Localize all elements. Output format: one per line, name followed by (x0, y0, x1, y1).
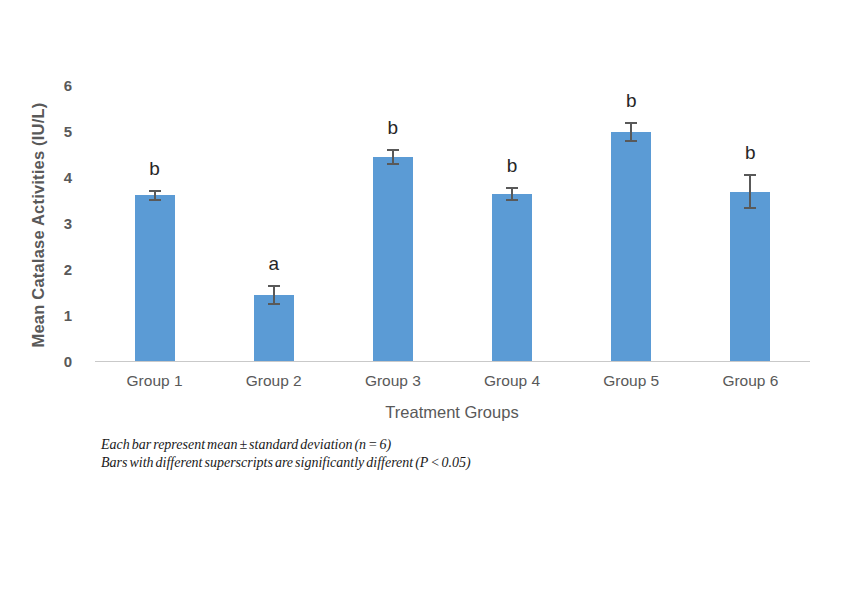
caption-line-2: Bars with different superscripts are sig… (101, 454, 471, 472)
bar-5 (611, 132, 651, 362)
superscript-label-5: b (619, 90, 643, 112)
caption-line-1: Each bar represent mean ± standard devia… (101, 436, 471, 454)
y-tick-label: 5 (40, 122, 72, 142)
error-bar-stem (749, 174, 751, 209)
error-bar-stem (154, 190, 156, 202)
bar-6 (730, 192, 770, 362)
y-tick-label: 4 (40, 168, 72, 188)
bar-1 (135, 195, 175, 362)
x-tick-label-5: Group 5 (576, 372, 686, 390)
error-bar-stem (630, 122, 632, 141)
bar-3 (373, 157, 413, 362)
x-tick-label-6: Group 6 (695, 372, 805, 390)
error-bar-5 (625, 122, 637, 141)
error-bar-stem (511, 187, 513, 202)
error-bar-4 (506, 187, 518, 202)
error-bar-3 (387, 149, 399, 165)
y-tick-label: 1 (40, 306, 72, 326)
superscript-label-2: a (262, 253, 286, 275)
superscript-label-4: b (500, 155, 524, 177)
chart-canvas: Mean Catalase Activities (IU/L) babbbb T… (0, 0, 846, 589)
error-bar-1 (149, 190, 161, 202)
x-tick-label-4: Group 4 (457, 372, 567, 390)
chart-caption: Each bar represent mean ± standard devia… (101, 436, 471, 472)
y-tick-label: 2 (40, 260, 72, 280)
superscript-label-1: b (143, 158, 167, 180)
error-bar-stem (392, 149, 394, 165)
superscript-label-3: b (381, 117, 405, 139)
bar-4 (492, 194, 532, 362)
error-bar-6 (744, 174, 756, 209)
x-axis-title: Treatment Groups (302, 403, 602, 422)
x-tick-label-3: Group 3 (338, 372, 448, 390)
y-tick-label: 3 (40, 214, 72, 234)
x-axis-line (95, 361, 810, 362)
y-tick-label: 6 (40, 76, 72, 96)
x-tick-label-1: Group 1 (100, 372, 210, 390)
y-tick-label: 0 (40, 352, 72, 372)
error-bar-stem (273, 285, 275, 305)
superscript-label-6: b (738, 142, 762, 164)
error-bar-2 (268, 285, 280, 305)
x-tick-label-2: Group 2 (219, 372, 329, 390)
